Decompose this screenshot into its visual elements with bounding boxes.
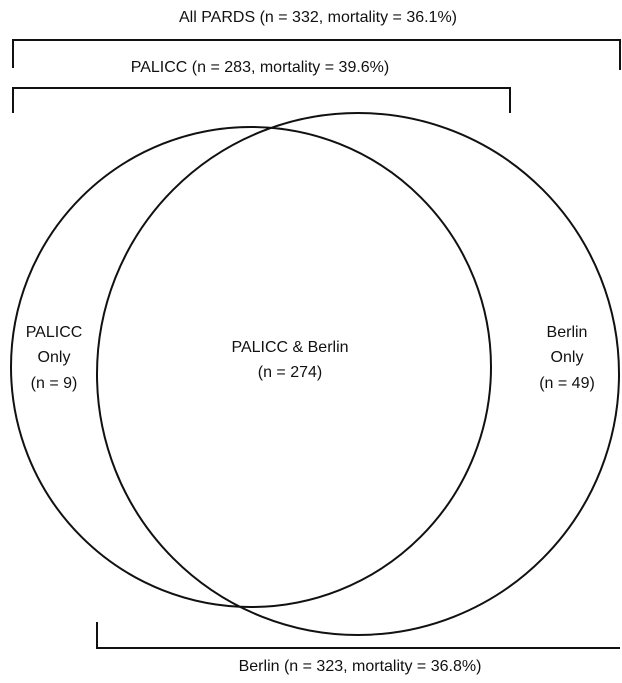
region-label: Berlin: [547, 324, 588, 341]
berlin-bracket: [96, 622, 620, 649]
region-label: (n = 9): [31, 375, 78, 392]
palicc-label: PALICC (n = 283, mortality = 39.6%): [131, 59, 389, 76]
region-label: (n = 49): [539, 375, 595, 392]
region-label: Only: [551, 349, 584, 366]
region-label: PALICC: [26, 324, 83, 341]
region-label: PALICC & Berlin: [231, 339, 348, 356]
all-pards-label: All PARDS (n = 332, mortality = 36.1%): [179, 9, 457, 26]
region-label: Only: [38, 349, 71, 366]
region-label: (n = 274): [258, 364, 322, 381]
berlin-label: Berlin (n = 323, mortality = 36.8%): [239, 658, 482, 675]
berlin-circle: [96, 112, 620, 636]
all-pards-bracket: [12, 39, 621, 70]
palicc-circle: [10, 126, 492, 608]
palicc-bracket: [12, 87, 511, 113]
